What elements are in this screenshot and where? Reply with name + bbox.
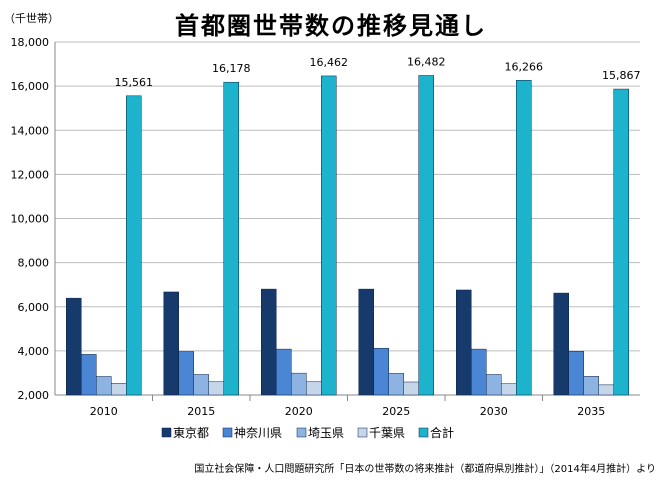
bar-埼玉県-2030 (486, 374, 502, 396)
y-axis-unit: （千世帯） (4, 12, 59, 25)
total-data-label: 15,561 (115, 76, 154, 89)
bar-千葉県-2020 (306, 381, 322, 396)
bar-合計-2035 (613, 88, 629, 396)
bar-埼玉県-2015 (193, 374, 209, 396)
x-tick-label: 2020 (285, 405, 313, 418)
total-data-label: 16,482 (407, 55, 446, 68)
source-note: 国立社会保障・人口問題研究所「日本の世帯数の将来推計（都道府県別推計）」（201… (194, 464, 656, 475)
legend-label: 神奈川県 (234, 426, 282, 440)
x-tick-label: 2035 (577, 405, 605, 418)
bar-千葉県-2010 (111, 383, 127, 396)
y-tick-label: 4,000 (18, 345, 50, 358)
chart-title: 首都圏世帯数の推移見通し (175, 12, 487, 40)
bar-神奈川県-2025 (373, 347, 389, 396)
bar-千葉県-2015 (208, 381, 224, 396)
x-tick-label: 2015 (187, 405, 215, 418)
legend-swatch (222, 427, 233, 438)
bar-合計-2015 (223, 81, 239, 396)
x-tick-label: 2010 (90, 405, 118, 418)
legend-label: 埼玉県 (308, 426, 344, 440)
x-tick-label: 2025 (382, 405, 410, 418)
y-tick-label: 12,000 (11, 168, 50, 181)
bar-千葉県-2035 (598, 384, 614, 396)
total-data-label: 16,178 (212, 62, 251, 75)
y-tick-label: 10,000 (11, 213, 50, 226)
legend-swatch (418, 427, 429, 438)
bar-千葉県-2030 (501, 383, 517, 396)
legend-label: 東京都 (173, 426, 209, 440)
bar-神奈川県-2035 (568, 351, 584, 396)
total-data-label: 16,462 (310, 56, 349, 69)
legend-swatch (161, 427, 172, 438)
x-tick-label: 2030 (480, 405, 508, 418)
y-tick-label: 8,000 (18, 257, 50, 270)
bar-東京都-2035 (553, 292, 569, 396)
y-tick-label: 6,000 (18, 301, 50, 314)
bar-東京都-2020 (261, 288, 277, 396)
legend-label: 千葉県 (369, 426, 405, 440)
y-tick-label: 16,000 (11, 80, 50, 93)
legend-swatch (357, 427, 368, 438)
total-data-label: 16,266 (505, 60, 544, 73)
bar-合計-2030 (516, 80, 532, 396)
bar-合計-2020 (321, 75, 337, 396)
y-tick-label: 2,000 (18, 389, 50, 402)
bar-埼玉県-2025 (388, 373, 404, 396)
bar-神奈川県-2010 (81, 354, 97, 396)
bar-合計-2010 (126, 95, 142, 396)
legend-swatch (296, 427, 307, 438)
total-data-label: 15,867 (602, 69, 641, 82)
bar-合計-2025 (418, 75, 434, 396)
y-tick-label: 14,000 (11, 124, 50, 137)
bar-千葉県-2025 (403, 381, 419, 396)
y-tick-label: 18,000 (11, 36, 50, 49)
bar-東京都-2025 (358, 288, 374, 396)
bar-埼玉県-2035 (583, 375, 599, 396)
bar-東京都-2010 (66, 297, 82, 396)
bar-神奈川県-2015 (178, 351, 194, 396)
bar-東京都-2015 (163, 291, 179, 396)
bar-神奈川県-2030 (471, 348, 487, 396)
bar-埼玉県-2020 (291, 372, 307, 396)
bar-東京都-2030 (456, 289, 472, 396)
bar-埼玉県-2010 (96, 376, 112, 396)
bar-神奈川県-2020 (276, 348, 292, 396)
legend-label: 合計 (430, 425, 454, 440)
